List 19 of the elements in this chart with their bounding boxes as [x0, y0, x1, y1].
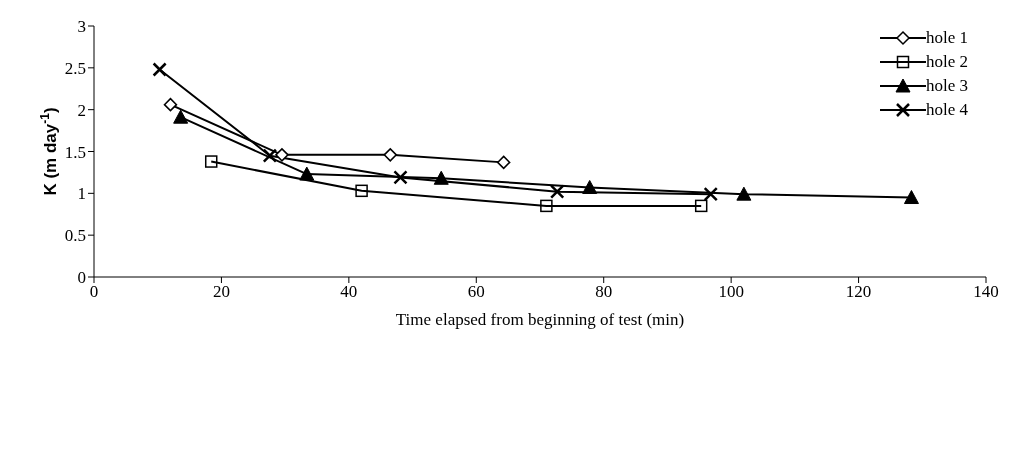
- legend-label: hole 2: [925, 52, 968, 72]
- y-tick-label: 2: [77, 100, 86, 120]
- x-tick-label: 140: [973, 282, 999, 302]
- y-tick-label: 0: [77, 268, 86, 288]
- x-tick-label: 120: [845, 282, 872, 302]
- x-tick-label: 40: [340, 282, 358, 302]
- x-axis-title: Time elapsed from beginning of test (min): [395, 310, 685, 329]
- x-tick-label: 20: [212, 282, 230, 302]
- y-tick-label: 0.5: [64, 226, 86, 246]
- legend-label: hole 1: [925, 28, 968, 48]
- legend-label: hole 3: [925, 76, 968, 96]
- y-tick-label: 1.5: [64, 142, 86, 162]
- y-tick-label: 3: [77, 17, 86, 37]
- y-tick-label: 1: [77, 184, 86, 204]
- legend-label: hole 4: [925, 100, 968, 120]
- x-tick-label: 100: [718, 282, 744, 302]
- x-tick-label: 80: [595, 282, 613, 302]
- y-tick-label: 2.5: [64, 58, 86, 78]
- x-tick-label: 60: [467, 282, 485, 302]
